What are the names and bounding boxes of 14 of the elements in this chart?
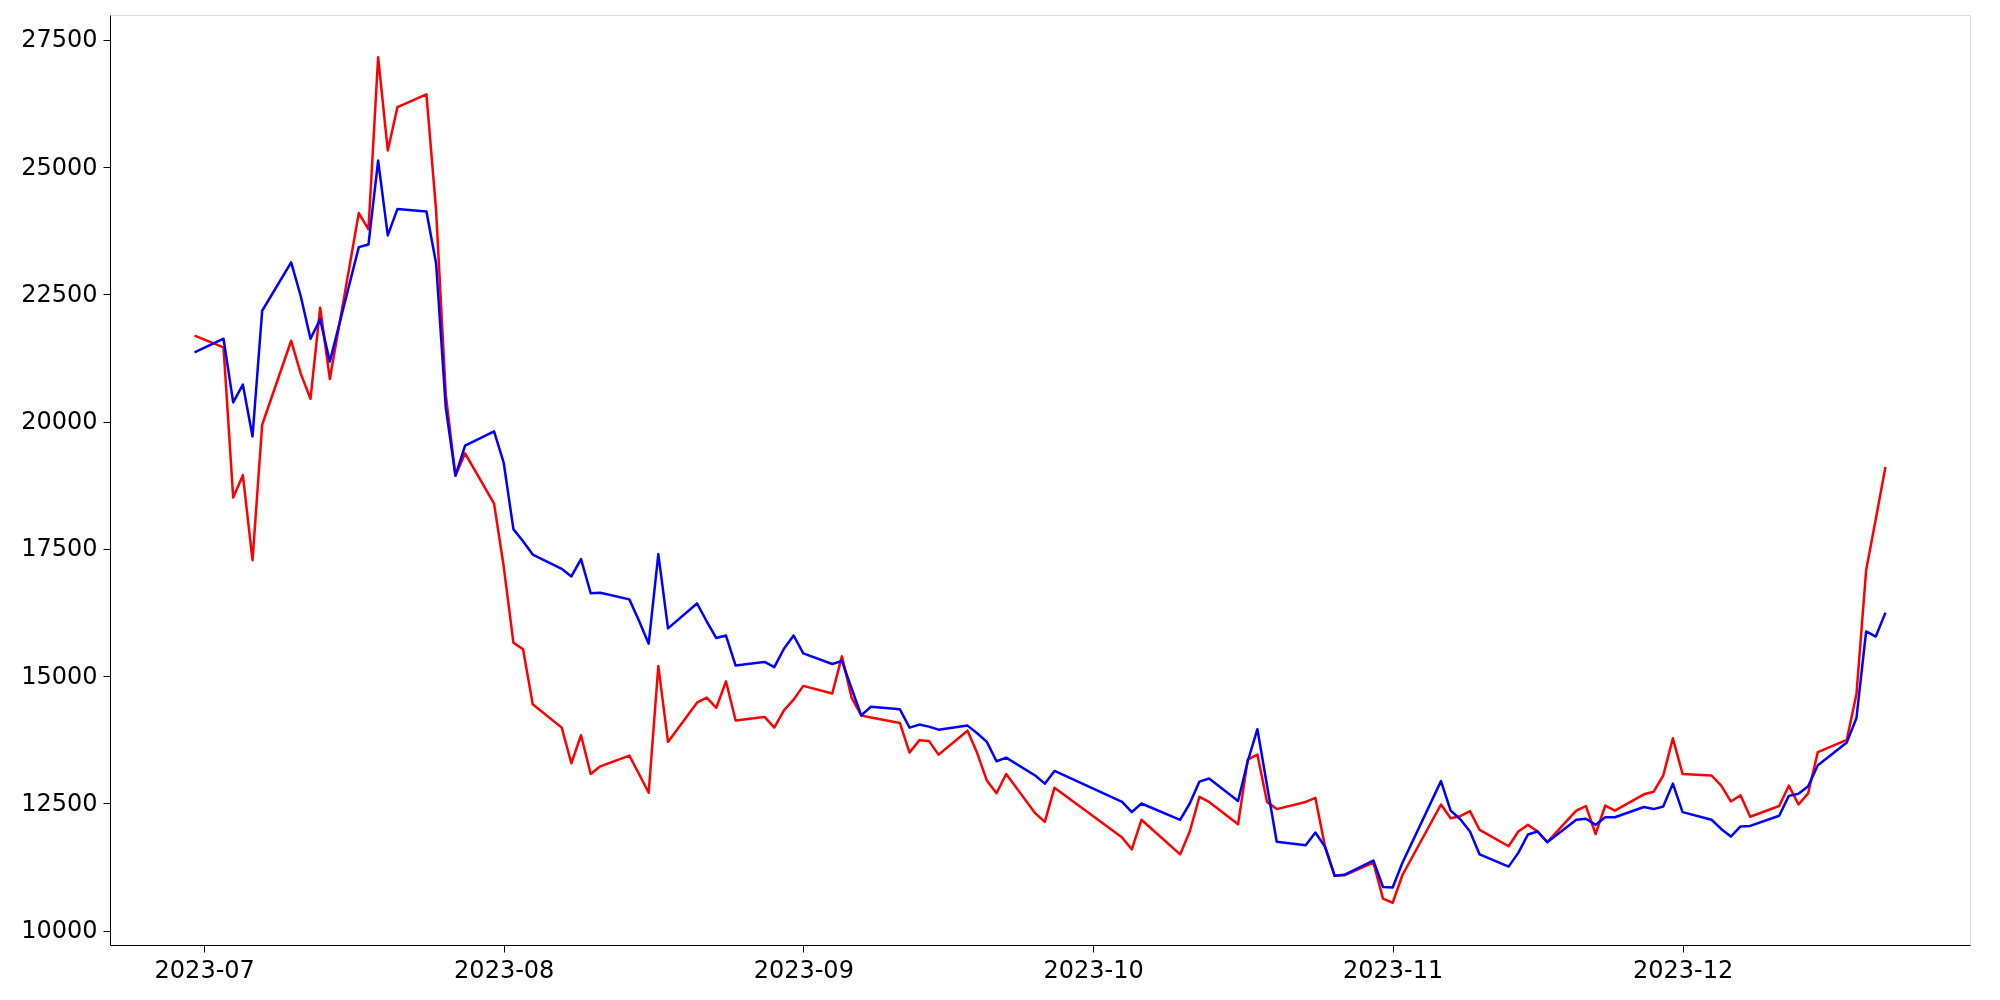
- y-tick-label: 22500: [21, 279, 98, 308]
- y-tick-label: 10000: [21, 916, 98, 945]
- x-tick-label: 2023-12: [1632, 955, 1734, 984]
- y-tick-label: 17500: [21, 534, 98, 563]
- x-tick-label: 2023-09: [753, 955, 854, 984]
- y-tick-label: 15000: [21, 661, 98, 690]
- y-tick-label: 25000: [21, 152, 98, 181]
- y-tick-label: 27500: [21, 25, 98, 54]
- x-tick-label: 2023-07: [154, 955, 255, 984]
- y-tick-label: 12500: [21, 788, 98, 817]
- x-tick-label: 2023-10: [1043, 955, 1144, 984]
- x-tick-label: 2023-11: [1343, 955, 1444, 984]
- x-tick-label: 2023-08: [454, 955, 555, 984]
- y-tick-label: 20000: [21, 407, 98, 436]
